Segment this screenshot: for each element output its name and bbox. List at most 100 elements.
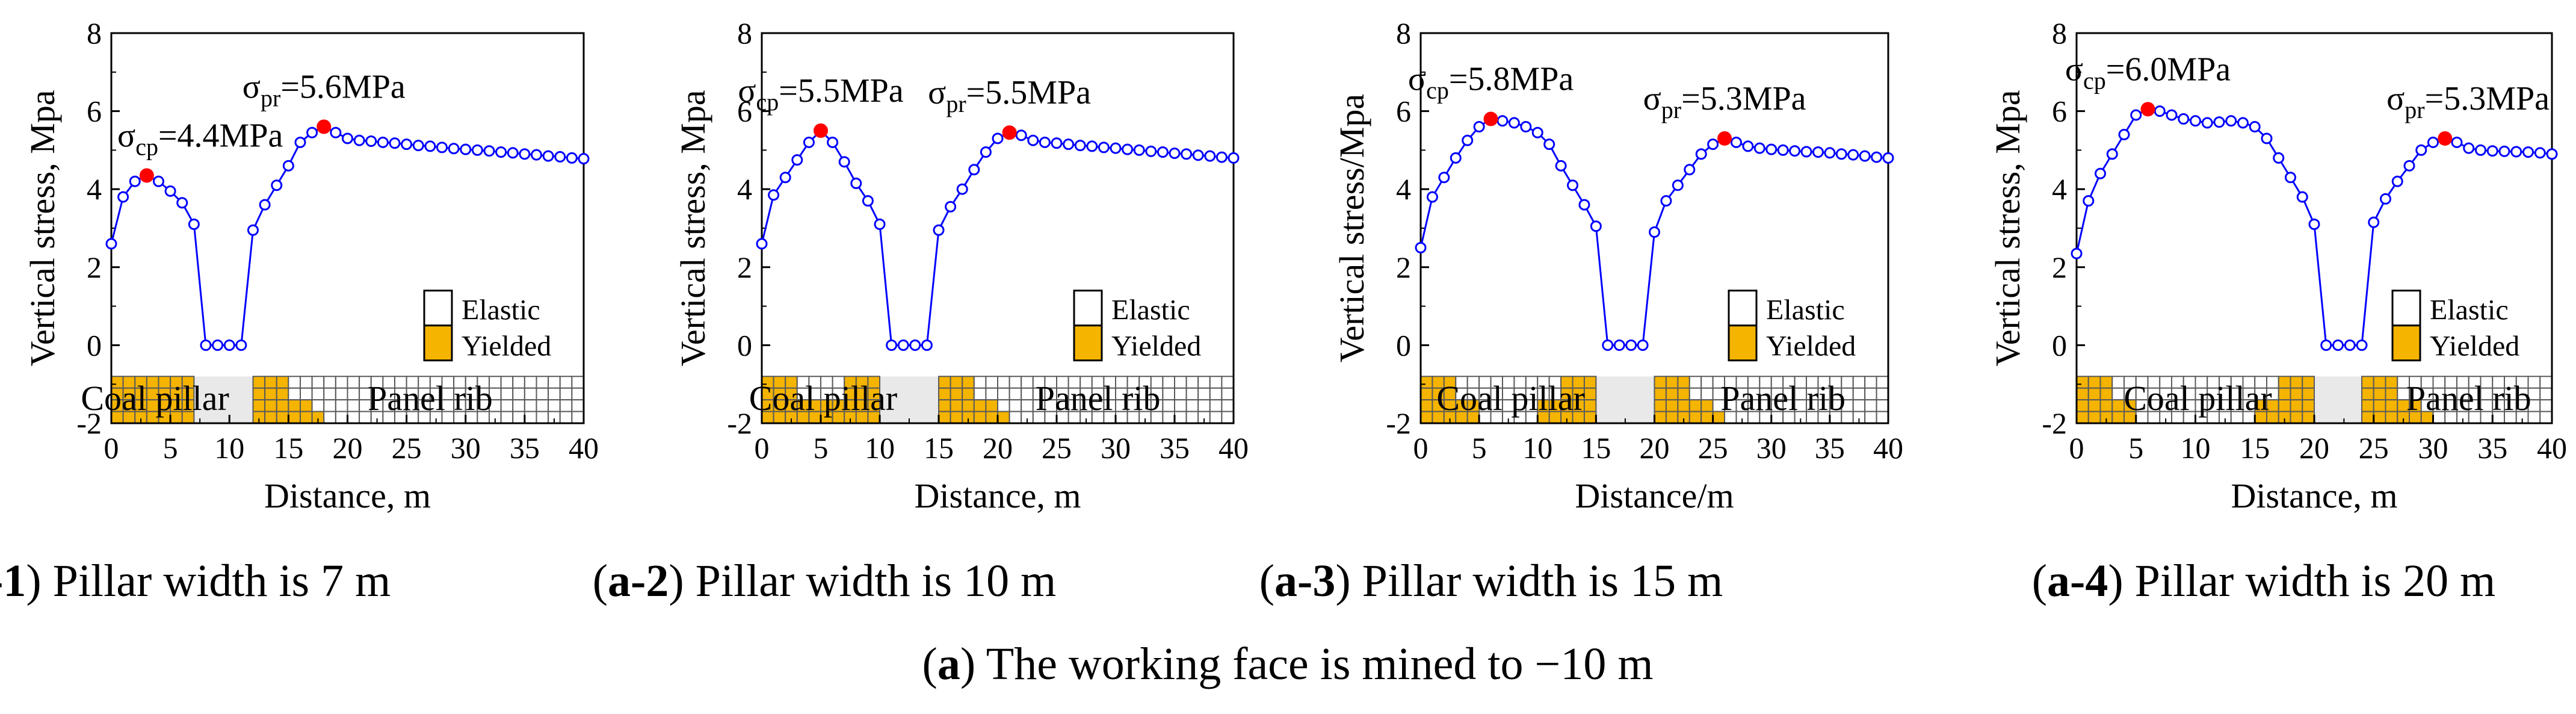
x-tick-label: 5 <box>1472 431 1487 465</box>
elastic-cell <box>1209 411 1223 424</box>
elastic-cell <box>536 387 549 401</box>
x-tick-label: 20 <box>2299 431 2329 465</box>
data-point <box>850 177 862 189</box>
yielded-cell <box>973 411 987 424</box>
elastic-cell <box>1864 399 1877 412</box>
legend-elastic-label: Elastic <box>1111 294 1190 326</box>
data-point <box>1450 152 1462 164</box>
y-tick-label: 8 <box>2052 16 2067 50</box>
legend-elastic-swatch <box>2391 290 2421 327</box>
legend-yielded-label: Yielded <box>1111 331 1201 362</box>
elastic-cell <box>973 387 987 401</box>
data-point <box>1157 146 1169 158</box>
data-point <box>1110 142 1122 154</box>
legend-yielded-swatch <box>423 324 453 362</box>
data-point <box>933 224 945 236</box>
data-point <box>164 185 176 197</box>
data-point <box>1555 160 1567 172</box>
coal-pillar-label: Coal pillar <box>749 379 897 418</box>
data-point <box>2368 216 2380 228</box>
data-point <box>886 339 898 351</box>
yielded-cell <box>2290 387 2303 401</box>
yielded-cell <box>1583 376 1597 389</box>
elastic-cell <box>1700 376 1714 389</box>
y-tick-label: 2 <box>1396 250 1411 284</box>
elastic-cell <box>1021 399 1034 412</box>
elastic-cell <box>512 399 525 412</box>
data-point <box>401 138 413 151</box>
data-point <box>566 152 578 164</box>
peak-symbol: σ <box>242 69 261 106</box>
elastic-cell <box>559 399 573 412</box>
yielded-cell <box>2361 411 2374 424</box>
legend-elastic-label: Elastic <box>462 294 540 326</box>
data-point <box>1859 150 1871 162</box>
legend-elastic-label: Elastic <box>2430 294 2509 326</box>
peak-marker <box>814 123 828 138</box>
yielded-cell <box>985 399 999 412</box>
y-tick-label: 4 <box>87 172 102 206</box>
data-point <box>2237 117 2249 129</box>
elastic-cell <box>1209 376 1223 389</box>
yielded-cell <box>1583 411 1597 424</box>
elastic-cell <box>288 387 301 401</box>
x-axis-label: Distance, m <box>264 476 431 515</box>
x-tick-label: 5 <box>814 431 829 465</box>
elastic-cell <box>559 411 573 424</box>
data-point <box>2190 115 2201 127</box>
data-point <box>507 147 519 159</box>
yielded-cell <box>2290 399 2303 412</box>
yielded-cell <box>1583 399 1597 412</box>
yielded-cell <box>2385 411 2398 424</box>
data-point <box>2522 146 2534 158</box>
x-tick-label: 0 <box>2069 431 2084 465</box>
elastic-cell <box>559 376 573 389</box>
peak-annotation: σcp=5.8MPa <box>1408 61 1574 104</box>
panel-caption-a-2: (a-2) Pillar width is 10 m <box>593 556 1057 606</box>
elastic-cell <box>1221 387 1235 401</box>
legend-elastic-swatch <box>1728 290 1758 327</box>
coal-pillar-label: Coal pillar <box>81 379 229 418</box>
yielded-cell <box>288 399 301 412</box>
data-point <box>495 146 507 158</box>
panel-rib-label: Panel rib <box>2406 379 2531 418</box>
elastic-cell <box>997 387 1010 401</box>
data-point <box>282 160 294 172</box>
data-point <box>188 219 200 231</box>
figure-caption: (a) The working face is mined to −10 m <box>922 639 1654 689</box>
y-axis-label: Vertical stress, Mpa <box>1988 90 2027 366</box>
data-point <box>153 175 164 187</box>
elastic-cell <box>985 376 999 389</box>
data-point <box>2166 109 2178 121</box>
yielded-cell <box>1654 376 1667 389</box>
data-point <box>1074 140 1086 152</box>
yielded-cell <box>1665 387 1679 401</box>
data-point <box>471 144 483 156</box>
data-point <box>424 140 436 152</box>
data-point <box>1660 195 1672 207</box>
panel-rib-label: Panel rib <box>1720 379 1846 418</box>
x-tick-label: 30 <box>2418 431 2448 465</box>
data-point <box>377 136 389 148</box>
data-point <box>803 136 815 148</box>
x-tick-label: 40 <box>1219 431 1249 465</box>
data-point <box>448 143 460 155</box>
yielded-cell <box>1420 387 1433 401</box>
data-point <box>389 137 401 149</box>
elastic-cell <box>1008 411 1022 424</box>
x-tick-label: 25 <box>1042 431 1072 465</box>
data-point <box>756 238 768 250</box>
yielded-cell <box>1665 376 1679 389</box>
data-point <box>1438 172 1450 184</box>
data-point <box>791 154 803 166</box>
elastic-cell <box>512 376 525 389</box>
data-point <box>1590 220 1602 232</box>
elastic-cell <box>1162 399 1176 412</box>
yielded-cell <box>2278 376 2291 389</box>
elastic-cell <box>571 376 584 389</box>
data-point <box>554 151 566 163</box>
yielded-cell <box>252 399 266 412</box>
data-point <box>1496 115 1509 127</box>
elastic-cell <box>985 387 999 401</box>
elastic-cell <box>1021 387 1034 401</box>
